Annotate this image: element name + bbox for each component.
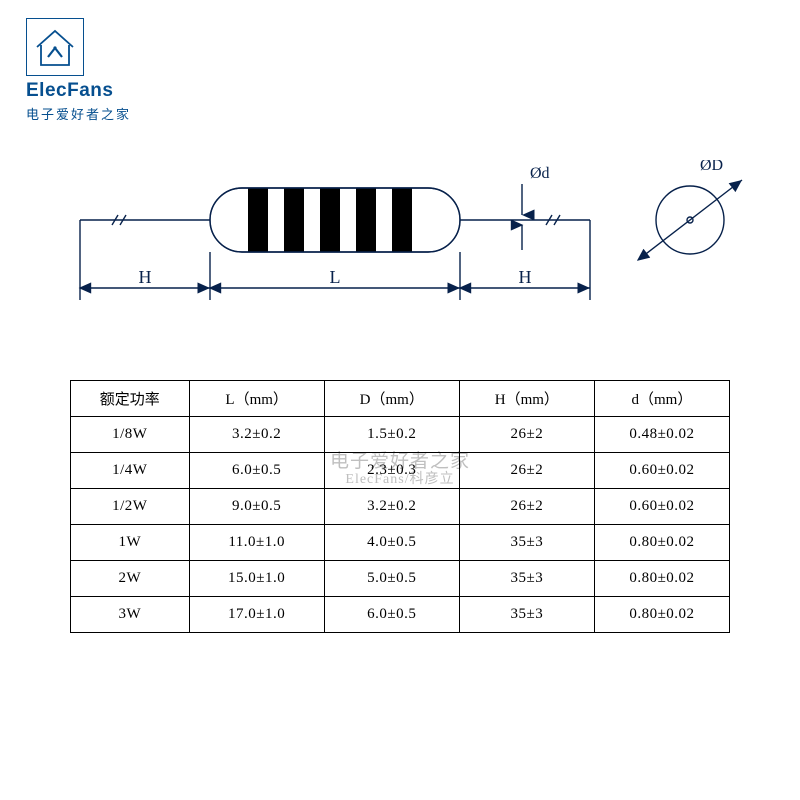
table-cell: 0.80±0.02 (594, 525, 729, 561)
logo-text-cn: 电子爱好者之家 (26, 104, 131, 123)
dim-label-H-left: H (139, 267, 152, 287)
table-cell: 1.5±0.2 (324, 417, 459, 453)
table-cell: 0.80±0.02 (594, 597, 729, 633)
table-cell: 26±2 (459, 489, 594, 525)
table-cell: 0.48±0.02 (594, 417, 729, 453)
table-cell: 4.0±0.5 (324, 525, 459, 561)
table-cell: 0.60±0.02 (594, 489, 729, 525)
table-cell: 35±3 (459, 561, 594, 597)
table-cell: 1W (71, 525, 190, 561)
table-cell: 15.0±1.0 (189, 561, 324, 597)
col-H: H（mm） (459, 381, 594, 417)
col-d: d（mm） (594, 381, 729, 417)
logo-text-en: ElecFans (26, 80, 131, 102)
table-row: 1W11.0±1.04.0±0.535±30.80±0.02 (71, 525, 730, 561)
dim-label-phi-d: Ød (530, 165, 550, 182)
table-row: 1/4W6.0±0.52.3±0.326±20.60±0.02 (71, 453, 730, 489)
table-cell: 3.2±0.2 (324, 489, 459, 525)
col-D: D（mm） (324, 381, 459, 417)
resistor-dimension-diagram: H L H Ød ØD (0, 160, 800, 350)
table-cell: 9.0±0.5 (189, 489, 324, 525)
table-cell: 6.0±0.5 (189, 453, 324, 489)
table-cell: 11.0±1.0 (189, 525, 324, 561)
table-cell: 1/4W (71, 453, 190, 489)
dimensions-table: 额定功率 L（mm） D（mm） H（mm） d（mm） 1/8W3.2±0.2… (70, 380, 730, 633)
table-cell: 1/8W (71, 417, 190, 453)
col-L: L（mm） (189, 381, 324, 417)
table-cell: 26±2 (459, 453, 594, 489)
brand-logo: ElecFans 电子爱好者之家 (26, 18, 131, 123)
dim-label-L: L (330, 267, 341, 287)
table-cell: 17.0±1.0 (189, 597, 324, 633)
table-row: 3W17.0±1.06.0±0.535±30.80±0.02 (71, 597, 730, 633)
table-cell: 5.0±0.5 (324, 561, 459, 597)
table-row: 1/2W9.0±0.53.2±0.226±20.60±0.02 (71, 489, 730, 525)
table-cell: 0.80±0.02 (594, 561, 729, 597)
table-cell: 6.0±0.5 (324, 597, 459, 633)
table-cell: 2.3±0.3 (324, 453, 459, 489)
table-cell: 35±3 (459, 597, 594, 633)
table-header-row: 额定功率 L（mm） D（mm） H（mm） d（mm） (71, 381, 730, 417)
table-cell: 1/2W (71, 489, 190, 525)
dim-label-phi-D: ØD (700, 160, 723, 174)
table-cell: 35±3 (459, 525, 594, 561)
table-body: 1/8W3.2±0.21.5±0.226±20.48±0.021/4W6.0±0… (71, 417, 730, 633)
table-cell: 2W (71, 561, 190, 597)
table-row: 1/8W3.2±0.21.5±0.226±20.48±0.02 (71, 417, 730, 453)
table-cell: 3W (71, 597, 190, 633)
house-chip-icon (26, 18, 84, 76)
dim-label-H-right: H (519, 267, 532, 287)
table-row: 2W15.0±1.05.0±0.535±30.80±0.02 (71, 561, 730, 597)
table-cell: 3.2±0.2 (189, 417, 324, 453)
table-cell: 26±2 (459, 417, 594, 453)
table-cell: 0.60±0.02 (594, 453, 729, 489)
col-power: 额定功率 (71, 381, 190, 417)
